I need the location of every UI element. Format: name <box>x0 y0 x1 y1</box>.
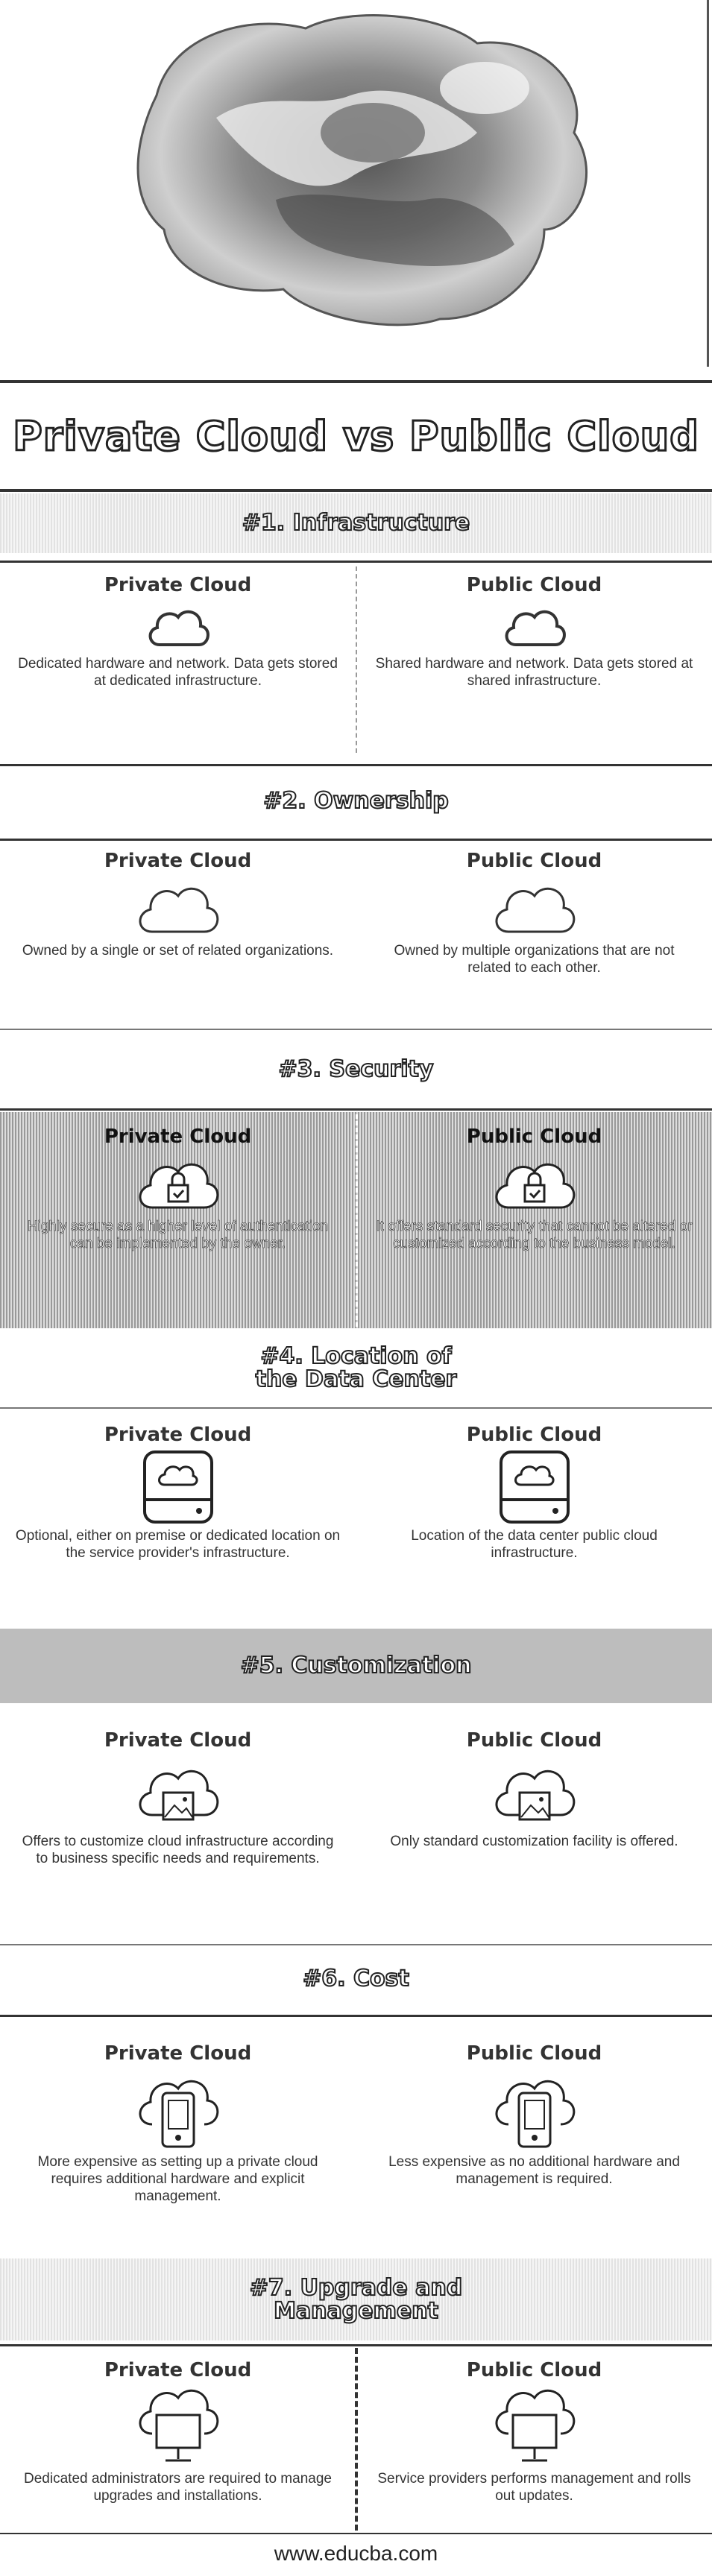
section-7-public: Public Cloud Service providers performs … <box>377 2359 691 2504</box>
section-6-heading: #6. Cost <box>302 1966 410 1992</box>
title-banner: Private Cloud vs Public Cloud <box>0 380 712 492</box>
cloud-monitor-icon <box>495 2389 575 2462</box>
section-5-heading: #5. Customization <box>240 1652 473 1679</box>
section-2-heading: #2. Ownership <box>262 788 450 815</box>
section-3-heading: #3. Security <box>278 1056 435 1083</box>
cloud-image-icon <box>139 1770 218 1821</box>
section-3-public: Public Cloud It offers standard security… <box>376 1126 693 1251</box>
hero-cloud-image <box>0 0 712 367</box>
server-drive-icon <box>142 1450 213 1524</box>
section-4-private: Private Cloud Optional, either on premis… <box>15 1424 341 1561</box>
section-2-private: Private Cloud Owned by a single or set o… <box>22 850 334 959</box>
page-title: Private Cloud vs Public Cloud <box>12 411 700 461</box>
section-1-header-bg <box>0 493 712 553</box>
section-6-public: Public Cloud Less expensive as no additi… <box>388 2042 680 2187</box>
section-1-public: Public Cloud Shared hardware and network… <box>356 574 712 690</box>
public-cloud-label: Public Cloud <box>466 574 602 596</box>
section-1-heading: #1. Infrastructure <box>242 510 470 537</box>
section-7-header-bg <box>0 2258 712 2340</box>
section-7-heading: #7. Upgrade and Management <box>249 2274 464 2324</box>
footer-url[interactable]: www.educba.com <box>274 2542 438 2565</box>
section-1-private: Private Cloud Dedicated hardware and net… <box>0 574 356 690</box>
cloud-phone-icon <box>495 2080 575 2148</box>
cloud-lock-icon <box>495 1163 575 1209</box>
cloud-icon <box>139 887 218 933</box>
section-5-public: Public Cloud Only standard customization… <box>390 1729 678 1849</box>
section-2-public: Public Cloud Owned by multiple organizat… <box>394 850 675 976</box>
server-drive-icon <box>499 1450 570 1524</box>
section-4-public: Public Cloud Location of the data center… <box>411 1424 658 1561</box>
section-7-private: Private Cloud Dedicated administrators a… <box>24 2359 332 2504</box>
section-5-private: Private Cloud Offers to customize cloud … <box>22 1729 334 1866</box>
section-4-heading: #4. Location of the Data Center <box>255 1342 458 1392</box>
cloud-icon <box>495 887 575 933</box>
section-3-private: Private Cloud Highly secure as a higher … <box>27 1126 329 1251</box>
cloud-image-icon <box>495 1770 575 1821</box>
cloud-phone-icon <box>139 2080 218 2148</box>
cloud-monitor-icon <box>139 2389 218 2462</box>
storm-cloud-illustration <box>136 14 588 326</box>
private-cloud-label: Private Cloud <box>104 574 252 596</box>
cloud-icon <box>148 610 209 646</box>
section-6-private: Private Cloud More expensive as setting … <box>37 2042 318 2204</box>
section-5-header-bg <box>0 1629 712 1703</box>
cloud-icon <box>505 610 566 646</box>
cloud-lock-icon <box>139 1163 218 1209</box>
